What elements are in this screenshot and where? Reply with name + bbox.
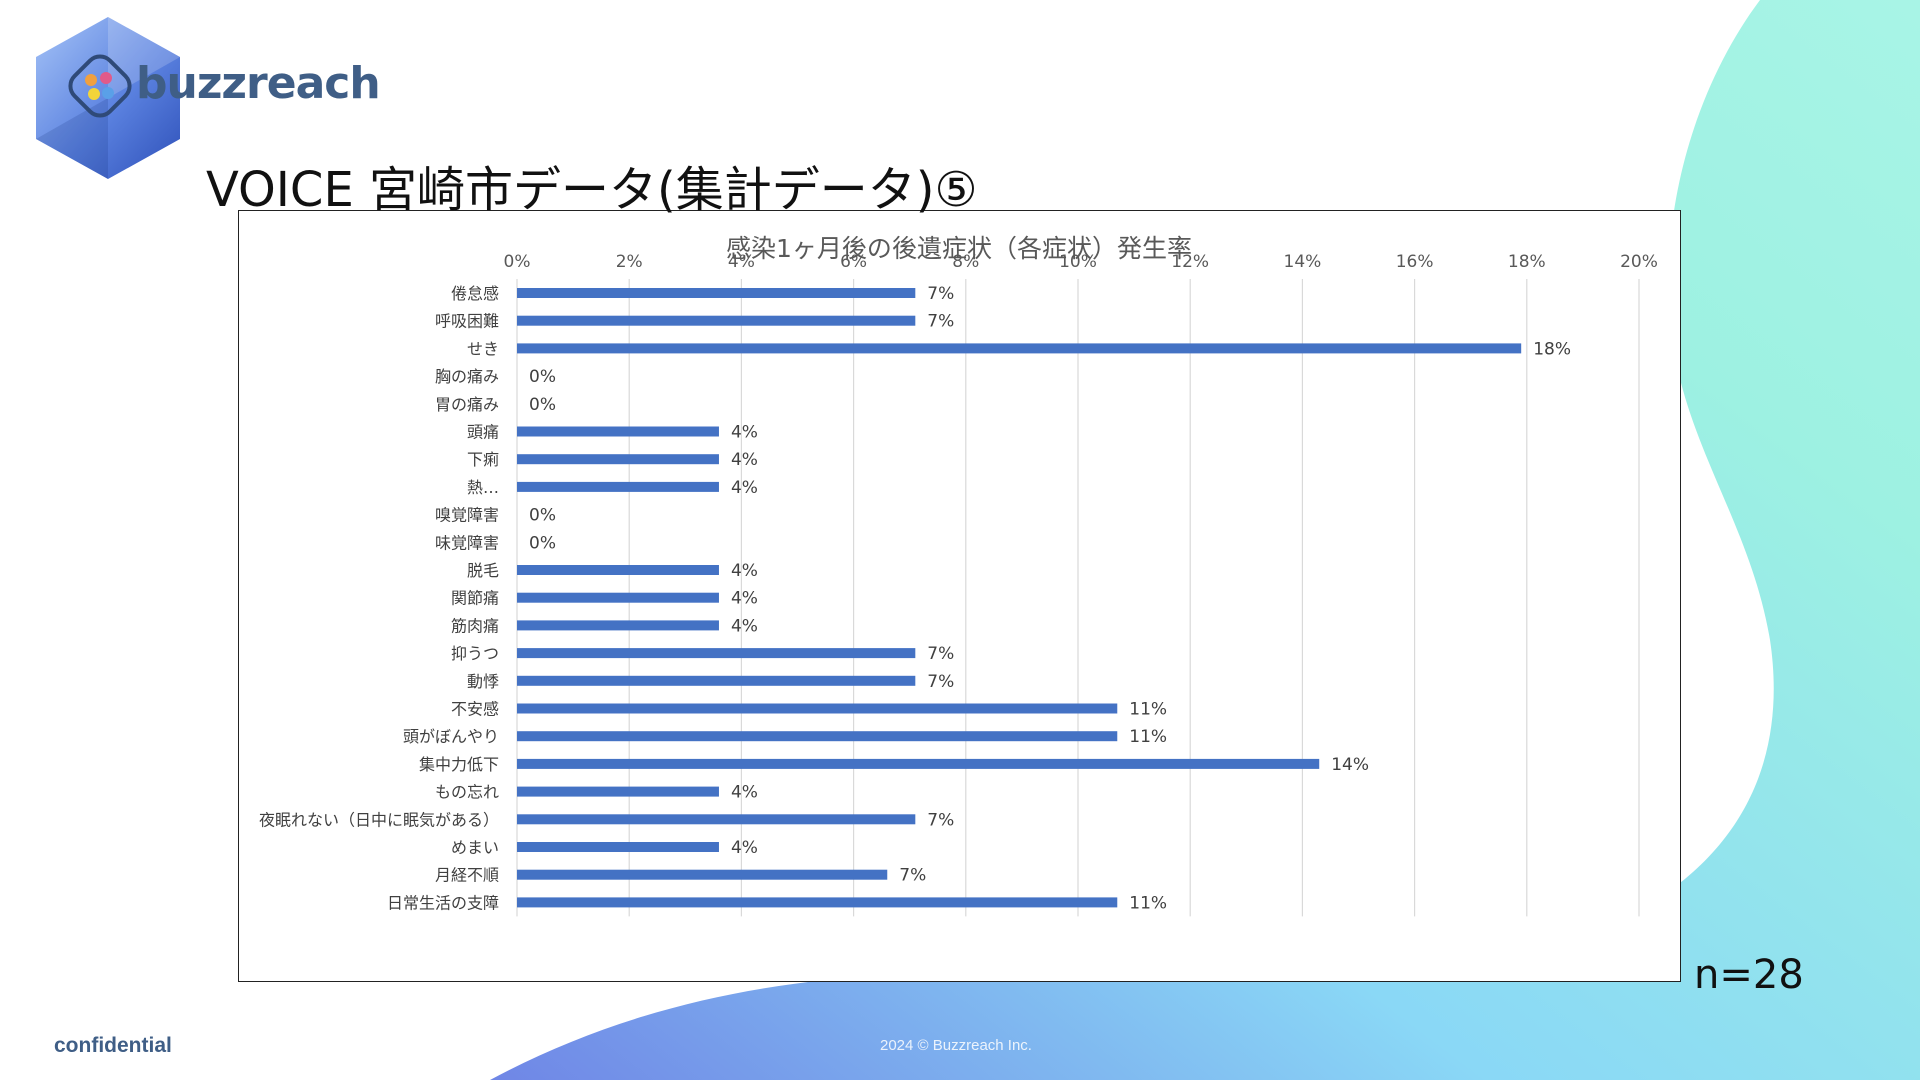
brand-logo	[36, 17, 180, 179]
x-tick-label: 10%	[1059, 252, 1097, 272]
category-label: 関節痛	[451, 589, 499, 608]
data-label: 4%	[731, 423, 758, 443]
data-label: 4%	[731, 561, 758, 581]
category-label: 嗅覚障害	[435, 506, 499, 525]
category-label: めまい	[451, 838, 499, 857]
category-label: 頭がぼんやり	[403, 727, 499, 746]
data-label: 0%	[529, 395, 556, 415]
category-label: せき	[467, 339, 499, 358]
bar	[517, 897, 1118, 908]
category-label: 呼吸困難	[435, 312, 499, 331]
data-label: 0%	[529, 506, 556, 526]
data-label: 18%	[1533, 339, 1571, 359]
data-label: 4%	[731, 838, 758, 858]
data-label: 7%	[899, 866, 926, 886]
x-tick-label: 14%	[1284, 252, 1322, 272]
x-tick-label: 2%	[616, 252, 643, 272]
confidential-label: confidential	[54, 1034, 172, 1057]
background-wave	[490, 0, 1920, 1080]
category-label: 胸の痛み	[435, 367, 499, 386]
data-label: 0%	[529, 533, 556, 553]
bar	[517, 675, 916, 686]
data-label: 7%	[927, 312, 954, 332]
category-label: 味覚障害	[435, 533, 499, 552]
data-label: 7%	[927, 810, 954, 830]
bar	[517, 786, 719, 797]
slide-title: VOICE 宮崎市データ(集計データ)⑤	[206, 162, 978, 218]
category-label: 抑うつ	[451, 644, 499, 663]
x-tick-label: 18%	[1508, 252, 1546, 272]
bar	[517, 814, 916, 825]
category-label: 動悸	[467, 672, 499, 691]
category-label: 胃の痛み	[435, 395, 499, 414]
bar	[517, 731, 1118, 742]
data-label: 4%	[731, 450, 758, 470]
bar	[517, 343, 1522, 354]
bar	[517, 842, 719, 852]
bar	[517, 426, 719, 437]
category-label: 集中力低下	[419, 755, 499, 774]
bar	[517, 454, 719, 465]
data-label: 4%	[731, 616, 758, 636]
bar	[517, 565, 719, 575]
data-label: 4%	[731, 589, 758, 609]
x-tick-label: 16%	[1396, 252, 1434, 272]
x-tick-label: 4%	[728, 252, 755, 272]
bar-chart: 感染1ヶ月後の後遺症状（各症状）発生率 0% 2% 4% 6% 8% 10% 12% 14% 16…	[259, 234, 1658, 917]
category-label: 脱毛	[467, 561, 499, 580]
x-tick-label: 12%	[1171, 252, 1209, 272]
category-label: 倦怠感	[451, 284, 499, 303]
bar	[517, 592, 719, 603]
bar	[517, 758, 1320, 769]
data-label: 11%	[1129, 727, 1167, 747]
category-label: 頭痛	[467, 423, 499, 442]
data-label: 4%	[731, 783, 758, 803]
category-label: 下痢	[467, 450, 499, 469]
chart-title: 感染1ヶ月後の後遺症状（各症状）発生率	[726, 234, 1192, 263]
bar	[517, 648, 916, 659]
bar	[517, 703, 1118, 714]
sample-size-label: n=28	[1694, 952, 1804, 998]
copyright-footer: 2024 © Buzzreach Inc.	[880, 1037, 1032, 1054]
x-tick-label: 0%	[504, 252, 531, 272]
x-tick-label: 8%	[952, 252, 979, 272]
category-label: 日常生活の支障	[387, 893, 499, 912]
data-label: 14%	[1331, 755, 1369, 775]
bar	[517, 481, 719, 492]
bar	[517, 288, 916, 298]
bar	[517, 315, 916, 326]
bar	[517, 620, 719, 631]
category-label: 月経不順	[435, 866, 499, 885]
data-label: 11%	[1129, 893, 1167, 913]
x-tick-label: 20%	[1620, 252, 1658, 272]
data-label: 7%	[927, 284, 954, 304]
data-label: 7%	[927, 672, 954, 692]
data-label: 7%	[927, 644, 954, 664]
bar	[517, 869, 888, 880]
x-tick-label: 6%	[840, 252, 867, 272]
data-label: 11%	[1129, 700, 1167, 720]
category-label: 夜眠れない（日中に眠気がある）	[259, 810, 499, 829]
category-label: 筋肉痛	[451, 616, 499, 635]
category-label: 熱…	[467, 478, 499, 497]
data-label: 0%	[529, 367, 556, 387]
category-label: もの忘れ	[435, 783, 499, 802]
chart-frame: 感染1ヶ月後の後遺症状（各症状）発生率 0% 2% 4% 6% 8% 10% 12% 14% 16…	[238, 210, 1681, 982]
brand-wordmark: buzzreach	[136, 58, 381, 109]
category-label: 不安感	[451, 700, 499, 719]
data-label: 4%	[731, 478, 758, 498]
